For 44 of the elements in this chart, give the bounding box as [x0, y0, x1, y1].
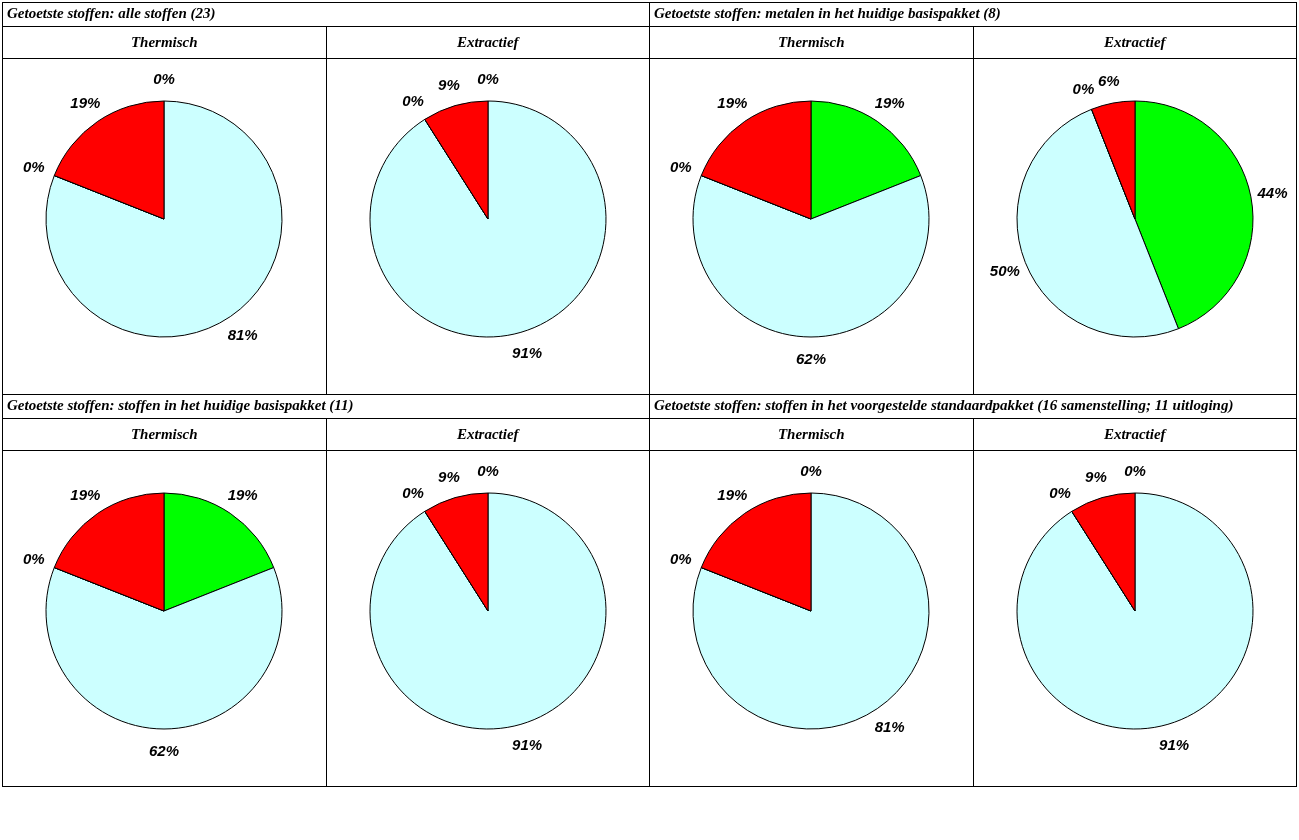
chart-title: Thermisch — [649, 418, 973, 451]
data-label: 62% — [796, 350, 827, 367]
data-label: 81% — [227, 325, 258, 343]
text: 0% — [476, 70, 499, 87]
data-label: 91% — [511, 736, 542, 754]
chart-title: Thermisch — [649, 26, 973, 59]
chart-title: Extractief — [973, 26, 1297, 59]
data-label: 19% — [227, 486, 258, 504]
text: 0% — [1072, 79, 1095, 97]
data-label: 9% — [1084, 467, 1107, 485]
text: 0% — [1048, 483, 1071, 501]
data-label: 62% — [149, 742, 180, 759]
text: 0% — [23, 550, 45, 568]
data-label: 19% — [70, 486, 101, 504]
text: 0% — [476, 462, 499, 479]
text: 0% — [153, 70, 176, 87]
chart-title: Extractief — [326, 26, 650, 59]
text: 0% — [670, 550, 692, 568]
text: 0% — [401, 91, 424, 109]
data-label: 19% — [70, 94, 101, 112]
data-label: 81% — [874, 717, 905, 735]
data-label: 9% — [437, 467, 460, 485]
text: 0% — [1123, 462, 1146, 479]
text: 0% — [401, 483, 424, 501]
data-label: 19% — [717, 486, 748, 504]
chart-title: Thermisch — [2, 26, 326, 59]
text: 0% — [23, 158, 45, 176]
data-label: 6% — [1097, 72, 1120, 90]
data-label: 50% — [989, 261, 1020, 279]
data-label: 91% — [1158, 736, 1189, 754]
chart-title: Extractief — [973, 418, 1297, 451]
data-label: 44% — [1256, 183, 1288, 201]
data-label: 19% — [874, 94, 905, 112]
text: Getoetste stoffen: metalen in het huidige basispakket (8) — [649, 2, 1297, 27]
chart-title: Extractief — [326, 418, 650, 451]
text: Getoetste stoffen: alle stoffen (23) — [2, 2, 650, 27]
text: Getoetste stoffen: stoffen in het huidige basispakket (11) — [2, 394, 650, 419]
chart-title: Thermisch — [2, 418, 326, 451]
data-label: 91% — [511, 344, 542, 362]
text: 0% — [670, 158, 692, 176]
data-label: 19% — [717, 94, 748, 112]
text: Getoetste stoffen: stoffen in het voorgestelde standaardpakket (16 samenstelling; 11 uitloging) — [649, 394, 1297, 419]
data-label: 9% — [437, 75, 460, 93]
text: 0% — [800, 462, 823, 479]
